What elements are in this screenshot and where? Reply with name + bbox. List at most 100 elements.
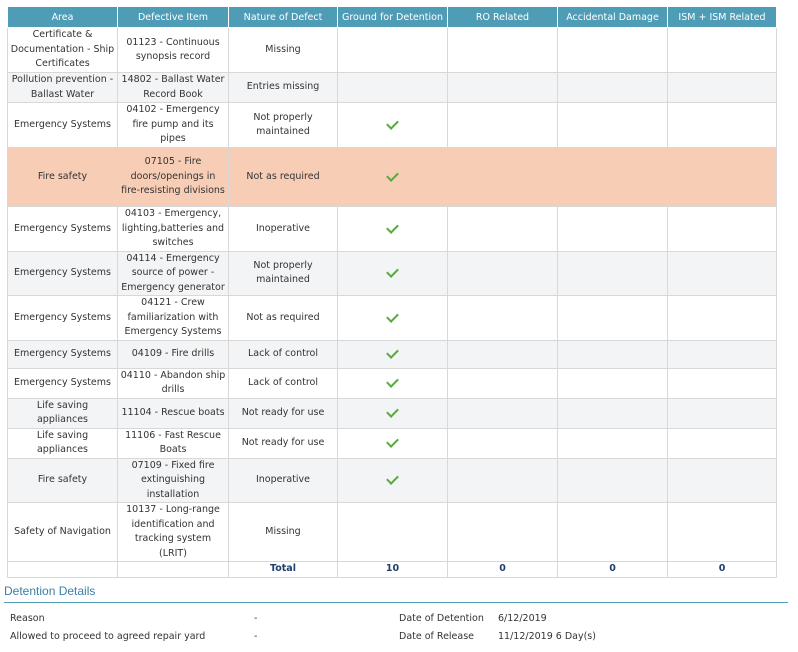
col-header-ism-related[interactable]: ISM + ISM Related xyxy=(667,6,777,28)
table-row: Fire safety 07109 - Fixed fire extinguish… xyxy=(7,457,777,503)
allowed-to-proceed-label: Allowed to proceed to agreed repair yard xyxy=(10,631,206,642)
section-title: Detention Details xyxy=(4,584,96,598)
cell-ground-for-detention xyxy=(337,457,448,503)
table-header-row: Area Defective Item Nature of Defect Gro… xyxy=(7,6,777,28)
cell-accidental-damage xyxy=(557,457,668,503)
cell-defective-item: 07105 - Fire doors/openings in fire-resi… xyxy=(117,147,229,207)
cell-ground-for-detention xyxy=(337,147,448,207)
table-row: Emergency Systems 04110 - Abandon ship dr… xyxy=(7,367,777,399)
cell-ground-for-detention xyxy=(337,339,448,369)
cell-nature-of-defect: Entries missing xyxy=(228,72,338,103)
cell-ism-related xyxy=(667,147,777,207)
cell-area: Emergency Systems xyxy=(7,339,118,369)
cell-nature-of-defect: Not properly maintained xyxy=(228,102,338,148)
cell-ground-for-detention xyxy=(337,397,448,429)
cell-area: Fire safety xyxy=(7,147,118,207)
cell-nature-of-defect: Missing xyxy=(228,502,338,562)
check-icon xyxy=(386,374,399,388)
cell-accidental-damage xyxy=(557,147,668,207)
cell-ground-for-detention xyxy=(337,206,448,252)
table-row: Emergency Systems 04121 - Crew familiariz… xyxy=(7,295,777,341)
total-spacer xyxy=(7,561,118,578)
cell-accidental-damage xyxy=(557,427,668,459)
check-icon xyxy=(386,309,399,323)
col-header-accidental-damage[interactable]: Accidental Damage xyxy=(557,6,668,28)
cell-ro-related xyxy=(447,367,558,399)
cell-ground-for-detention xyxy=(337,27,448,73)
check-icon xyxy=(386,168,399,182)
cell-accidental-damage xyxy=(557,72,668,103)
cell-accidental-damage xyxy=(557,295,668,341)
cell-ro-related xyxy=(447,147,558,207)
cell-ro-related xyxy=(447,427,558,459)
table-row: Safety of Navigation 10137 - Long-range i… xyxy=(7,502,777,562)
cell-ism-related xyxy=(667,102,777,148)
cell-accidental-damage xyxy=(557,367,668,399)
cell-ism-related xyxy=(667,339,777,369)
cell-area: Life saving appliances xyxy=(7,397,118,429)
cell-ro-related xyxy=(447,502,558,562)
cell-defective-item: 04103 - Emergency, lighting,batteries an… xyxy=(117,206,229,252)
cell-accidental-damage xyxy=(557,250,668,296)
table-row: Certificate & Documentation - Ship Certi… xyxy=(7,27,777,73)
allowed-to-proceed-value: - xyxy=(254,631,258,642)
table-row: Emergency Systems 04114 - Emergency sourc… xyxy=(7,250,777,296)
defects-table-body: Certificate & Documentation - Ship Certi… xyxy=(7,27,777,562)
cell-ism-related xyxy=(667,206,777,252)
table-row: Emergency Systems 04103 - Emergency, ligh… xyxy=(7,206,777,252)
cell-area: Emergency Systems xyxy=(7,102,118,148)
table-row: Fire safety 07105 - Fire doors/openings i… xyxy=(7,147,777,207)
cell-accidental-damage xyxy=(557,206,668,252)
cell-defective-item: 10137 - Long-range identification and tr… xyxy=(117,502,229,562)
cell-nature-of-defect: Inoperative xyxy=(228,206,338,252)
cell-area: Life saving appliances xyxy=(7,427,118,459)
cell-ro-related xyxy=(447,250,558,296)
table-row: Emergency Systems 04109 - Fire drills Lack… xyxy=(7,339,777,369)
cell-ro-related xyxy=(447,457,558,503)
check-icon xyxy=(386,220,399,234)
cell-nature-of-defect: Lack of control xyxy=(228,367,338,399)
cell-area: Emergency Systems xyxy=(7,295,118,341)
cell-accidental-damage xyxy=(557,502,668,562)
cell-ism-related xyxy=(667,397,777,429)
cell-nature-of-defect: Not ready for use xyxy=(228,397,338,429)
check-icon xyxy=(386,265,399,278)
cell-nature-of-defect: Missing xyxy=(228,27,338,73)
cell-ground-for-detention xyxy=(337,427,448,459)
reason-value: - xyxy=(254,613,258,624)
cell-ro-related xyxy=(447,295,558,341)
col-header-ground-for-detention[interactable]: Ground for Detention xyxy=(337,6,448,28)
table-row: Life saving appliances 11106 - Fast Rescu… xyxy=(7,427,777,459)
cell-area: Fire safety xyxy=(7,457,118,503)
date-of-detention-value: 6/12/2019 xyxy=(498,613,547,624)
cell-ro-related xyxy=(447,397,558,429)
total-row: Total 10 0 0 0 xyxy=(7,561,777,578)
col-header-defective-item[interactable]: Defective Item xyxy=(117,6,229,28)
cell-accidental-damage xyxy=(557,397,668,429)
cell-defective-item: 07109 - Fixed fire extinguishing install… xyxy=(117,457,229,503)
col-header-area[interactable]: Area xyxy=(7,6,118,28)
total-spacer xyxy=(117,561,229,578)
col-header-nature-of-defect[interactable]: Nature of Defect xyxy=(228,6,338,28)
check-icon xyxy=(386,434,399,448)
cell-nature-of-defect: Not properly maintained xyxy=(228,250,338,296)
cell-accidental-damage xyxy=(557,27,668,73)
detention-details-header: Detention Details xyxy=(4,584,788,603)
cell-nature-of-defect: Not as required xyxy=(228,295,338,341)
date-of-release-value: 11/12/2019 6 Day(s) xyxy=(498,631,596,642)
check-icon xyxy=(386,116,399,130)
cell-defective-item: 11106 - Fast Rescue Boats xyxy=(117,427,229,459)
total-accidental-damage: 0 xyxy=(557,561,668,578)
cell-ism-related xyxy=(667,72,777,103)
cell-ism-related xyxy=(667,427,777,459)
cell-area: Emergency Systems xyxy=(7,250,118,296)
cell-accidental-damage xyxy=(557,339,668,369)
reason-label: Reason xyxy=(10,613,45,624)
cell-ro-related xyxy=(447,72,558,103)
col-header-ro-related[interactable]: RO Related xyxy=(447,6,558,28)
cell-defective-item: 04121 - Crew familiarization with Emerge… xyxy=(117,295,229,341)
cell-ism-related xyxy=(667,27,777,73)
cell-defective-item: 04110 - Abandon ship drills xyxy=(117,367,229,399)
cell-defective-item: 14802 - Ballast Water Record Book xyxy=(117,72,229,103)
cell-ro-related xyxy=(447,102,558,148)
